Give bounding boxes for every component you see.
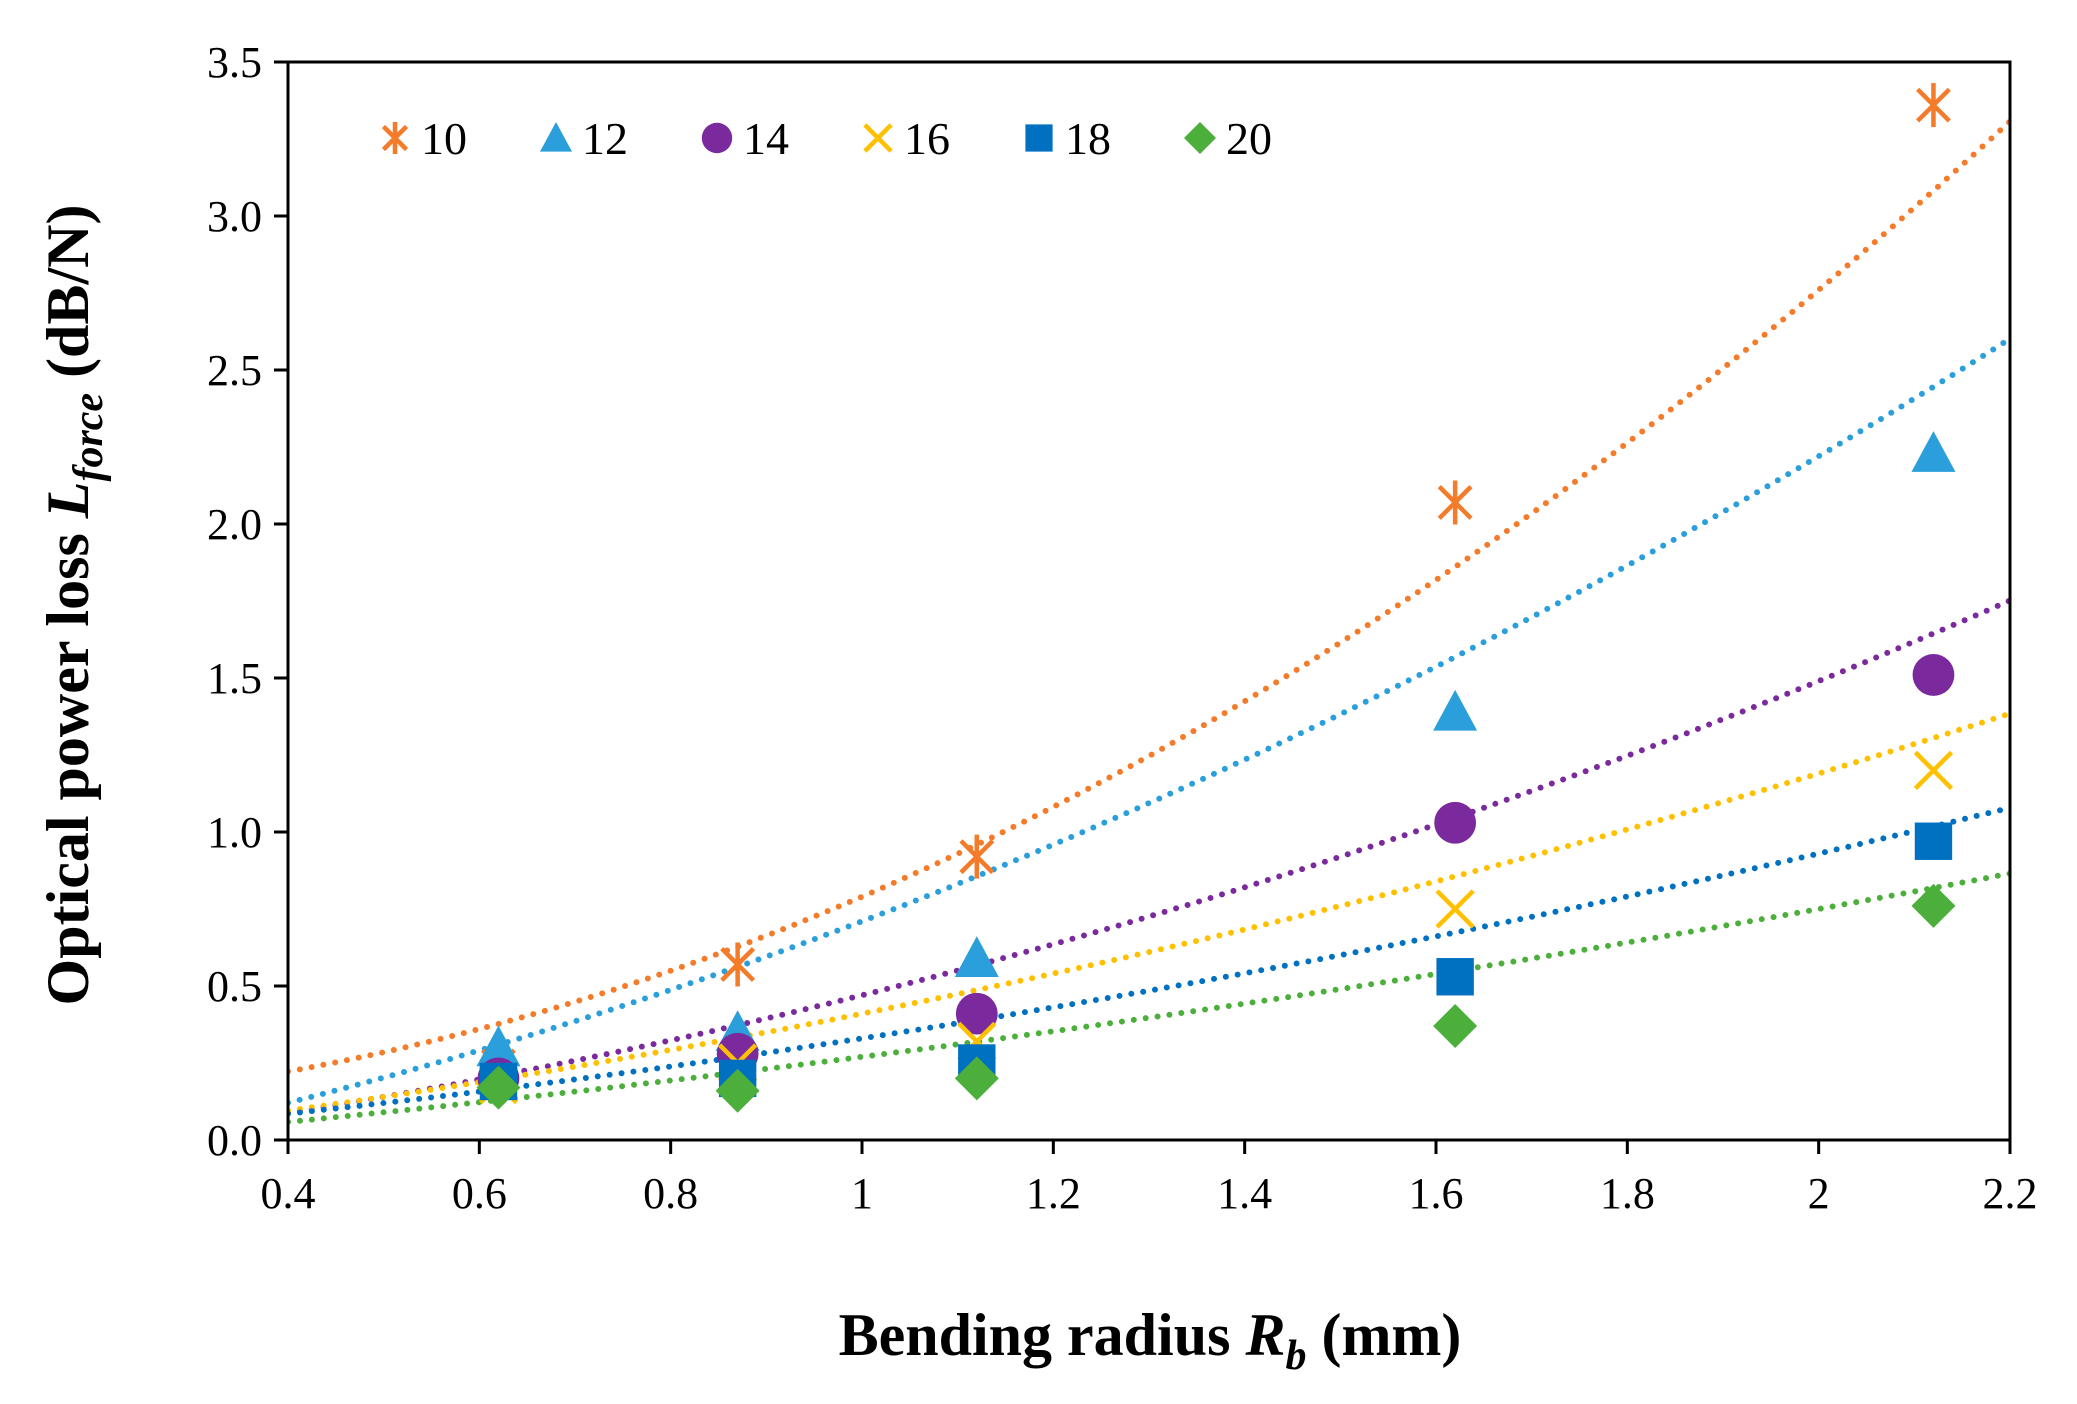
y-tick-label: 3.0 — [207, 192, 262, 241]
x-tick-label: 1.6 — [1409, 1169, 1464, 1218]
y-axis-title: Optical power loss Lforce (dB/N) — [35, 205, 112, 1006]
point-10-1 — [720, 942, 756, 987]
trendline-20 — [288, 870, 2010, 1125]
legend-label-18: 18 — [1065, 113, 1111, 164]
legend-label-16: 16 — [904, 113, 950, 164]
x-axis-title: Bending radius Rb (mm) — [839, 1302, 1462, 1379]
trendline-18 — [288, 804, 2010, 1117]
point-14-2 — [955, 992, 998, 1035]
data-markers — [476, 83, 1956, 1113]
y-tick-label: 1.0 — [207, 808, 262, 857]
point-18-3 — [1436, 958, 1474, 996]
legend-label-12: 12 — [582, 113, 628, 164]
point-20-0 — [476, 1065, 521, 1110]
x-tick-label: 2 — [1808, 1169, 1830, 1218]
x-tick-label: 0.6 — [452, 1169, 507, 1218]
point-16-3 — [1435, 889, 1475, 929]
x-tick-label: 0.4 — [261, 1169, 316, 1218]
point-20-2 — [954, 1056, 999, 1101]
point-12-3 — [1433, 689, 1478, 731]
y-tick-label: 0.5 — [207, 962, 262, 1011]
trendline-10 — [288, 118, 2010, 1075]
x-tick-label: 1 — [851, 1169, 873, 1218]
point-20-3 — [1433, 1004, 1478, 1049]
y-tick-label: 0.0 — [207, 1116, 262, 1165]
y-tick-label: 2.5 — [207, 346, 262, 395]
y-tick-label: 1.5 — [207, 654, 262, 703]
trendline-12 — [288, 335, 2010, 1106]
x-tick-label: 0.8 — [643, 1169, 698, 1218]
y-tick-label: 2.0 — [207, 500, 262, 549]
legend-label-10: 10 — [421, 113, 467, 164]
plot-area-frame — [286, 60, 2012, 1142]
point-10-3 — [1437, 480, 1473, 525]
x-axis-ticks: 0.4 0.6 0.8 1 1.2 1.4 1.6 1.8 2 2.2 — [261, 1140, 2038, 1218]
legend-marker-14 — [701, 122, 733, 154]
point-14-3 — [1434, 801, 1477, 844]
x-tick-label: 1.4 — [1217, 1169, 1272, 1218]
point-10-4 — [1916, 83, 1951, 128]
legend-marker-10 — [381, 122, 409, 154]
point-12-0 — [476, 1025, 521, 1067]
trendline-14 — [288, 597, 2010, 1116]
legend-label-14: 14 — [743, 113, 789, 164]
legend: 10 12 14 16 18 20 — [381, 113, 1272, 164]
point-20-4 — [1911, 883, 1956, 928]
trendline-16 — [288, 710, 2010, 1114]
x-tick-label: 1.2 — [1026, 1169, 1081, 1218]
point-16-4 — [1913, 750, 1954, 791]
point-12-4 — [1911, 431, 1956, 472]
point-18-4 — [1914, 822, 1953, 860]
legend-marker-16 — [863, 123, 893, 153]
y-axis-ticks: 0.0 0.5 1.0 1.5 2.0 2.5 3.0 3.5 — [207, 38, 288, 1165]
point-12-2 — [954, 936, 999, 977]
legend-label-20: 20 — [1226, 113, 1272, 164]
legend-marker-12 — [540, 122, 572, 152]
point-10-2 — [959, 834, 995, 879]
x-tick-label: 2.2 — [1983, 1169, 2038, 1218]
trendlines — [288, 118, 2010, 1125]
legend-marker-18 — [1025, 124, 1053, 152]
y-tick-label: 3.5 — [207, 38, 262, 87]
point-20-1 — [715, 1068, 760, 1113]
point-14-4 — [1912, 654, 1955, 696]
legend-marker-20 — [1184, 122, 1216, 154]
x-tick-label: 1.8 — [1600, 1169, 1655, 1218]
